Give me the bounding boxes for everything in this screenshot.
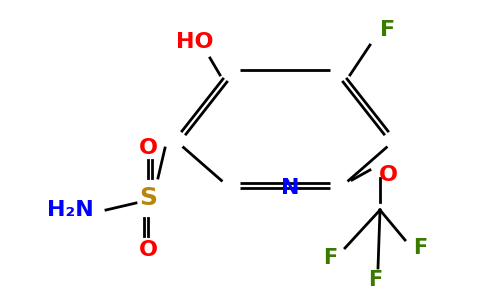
- Text: HO: HO: [176, 32, 214, 52]
- Text: F: F: [413, 238, 427, 258]
- Text: O: O: [378, 165, 397, 185]
- Text: H₂N: H₂N: [46, 200, 93, 220]
- Text: N: N: [281, 178, 299, 198]
- Text: F: F: [368, 270, 382, 290]
- Text: O: O: [138, 138, 157, 158]
- Text: O: O: [138, 240, 157, 260]
- Text: S: S: [139, 186, 157, 210]
- Text: F: F: [380, 20, 395, 40]
- Text: F: F: [323, 248, 337, 268]
